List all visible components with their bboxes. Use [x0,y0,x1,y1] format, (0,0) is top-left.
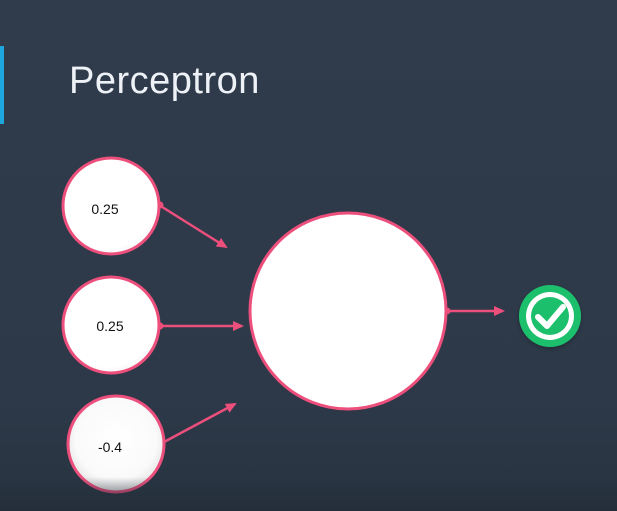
slide-title: Perceptron [69,60,260,102]
input-node-label: 0.25 [91,201,118,217]
input-node-label: -0.4 [98,439,122,455]
input-node-3: -0.4 [66,394,166,494]
edge-input-1-to-neuron [158,203,228,249]
input-node-label: 0.25 [96,318,123,334]
check-circle-icon [519,285,581,347]
input-node-1: 0.25 [61,156,161,256]
neuron-node [248,211,448,411]
edge-input-3-to-neuron [163,402,237,444]
slide-accent-bar [0,46,4,124]
input-node-2: 0.25 [61,275,161,375]
